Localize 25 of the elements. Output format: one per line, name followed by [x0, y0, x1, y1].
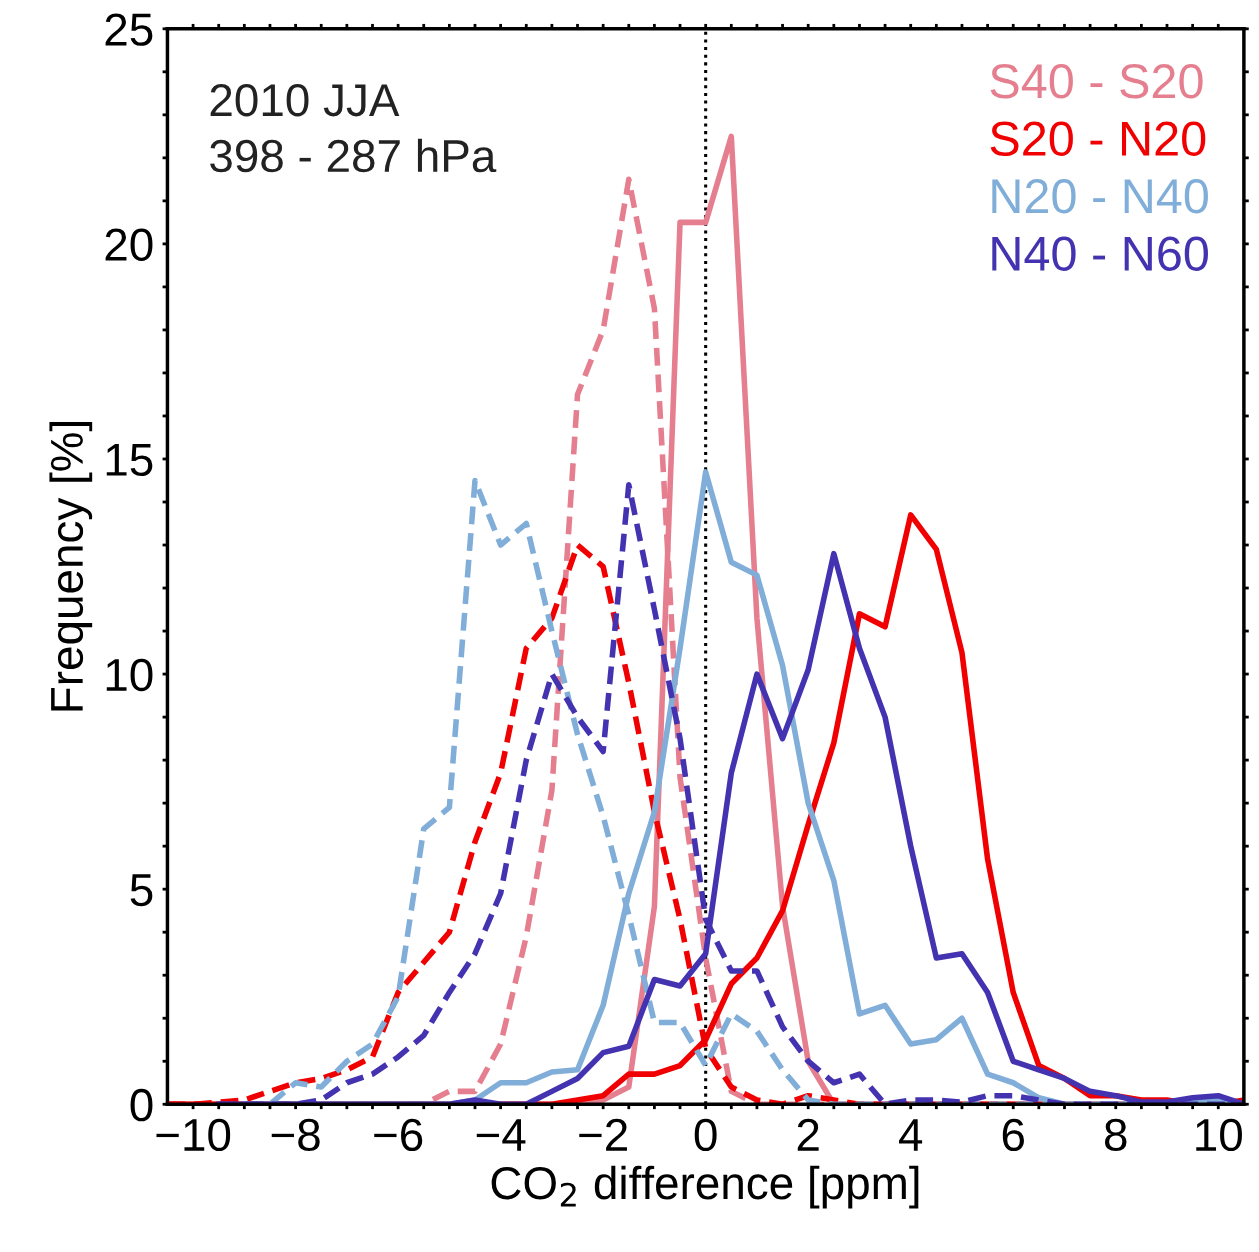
x-tick-label: −8	[271, 1118, 320, 1152]
y-axis-title: Frequency [%]	[49, 422, 93, 711]
annotation: 398 - 287 hPa	[210, 138, 497, 173]
x-axis-title: CO$_{2}$ difference [ppm]	[491, 1165, 919, 1209]
text: N20 - N40	[992, 179, 1208, 214]
y-tick-label: 20	[105, 228, 153, 261]
x-tick-label: 6	[1002, 1118, 1024, 1152]
text: N40 - N60	[992, 236, 1208, 271]
y-tick-label: 25	[105, 13, 153, 46]
x-tick-label: −4	[476, 1119, 526, 1151]
y-tick-label: 5	[130, 874, 153, 907]
x-tick-label: −2	[579, 1118, 627, 1151]
text: S20 - N20	[990, 121, 1206, 156]
x-tick-label: 10	[1196, 1118, 1242, 1152]
x-tick-label: 4	[899, 1119, 923, 1151]
x-tick-label: 8	[1104, 1118, 1127, 1152]
y-tick-label: 0	[130, 1088, 153, 1122]
annotation: 2010 JJA	[210, 83, 400, 117]
x-tick-label: −10	[156, 1118, 231, 1152]
x-tick-label: 2	[797, 1118, 819, 1151]
x-tick-label: 0	[694, 1118, 717, 1152]
x-tick-label: −6	[374, 1118, 423, 1152]
text: S40 - S20	[990, 64, 1203, 99]
y-tick-label: 15	[106, 444, 153, 477]
y-tick-label: 10	[106, 658, 153, 692]
